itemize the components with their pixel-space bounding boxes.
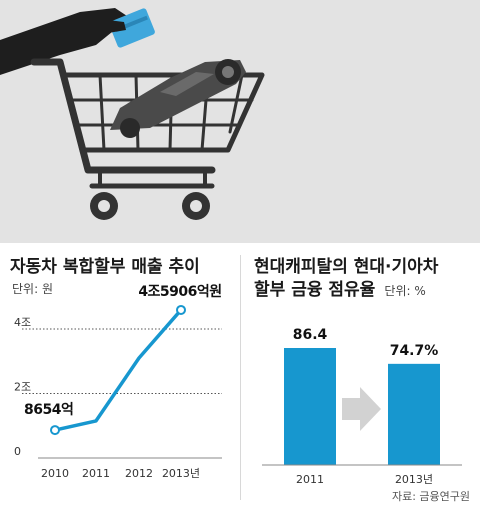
x-tick-label: 2013년 xyxy=(162,467,200,480)
data-label: 8654억 xyxy=(24,402,73,418)
bar-value-label: 86.4 xyxy=(293,327,328,343)
right-chart-unit: 단위: % xyxy=(384,284,426,298)
x-tick-label: 2012 xyxy=(125,467,153,480)
panel-divider xyxy=(240,255,241,500)
car-icon xyxy=(110,59,246,138)
x-tick-label: 2013년 xyxy=(395,473,433,486)
x-tick-label: 2011 xyxy=(82,467,110,480)
left-chart-title: 자동차 복합할부 매출 추이 xyxy=(10,257,200,277)
x-tick-label: 2011 xyxy=(296,473,324,486)
x-tick-label: 2010 xyxy=(41,467,69,480)
left-chart-panel: 자동차 복합할부 매출 추이 단위: 원 4조 2조 0 2010 2011 2012 20… xyxy=(0,243,240,511)
trend-arrow-icon xyxy=(342,387,381,431)
y-tick-label: 0 xyxy=(14,445,21,458)
right-chart-title-line1: 현대캐피탈의 현대·기아차 xyxy=(254,257,439,277)
cart-wheel-icon xyxy=(90,192,210,220)
y-tick-label: 2조 xyxy=(14,381,31,394)
hero-illustration xyxy=(0,0,480,243)
left-chart-unit: 단위: 원 xyxy=(12,282,53,296)
bar xyxy=(284,348,336,465)
line-chart: 4조 2조 0 2010 2011 2012 2013년 8654억 4조5906억원 xyxy=(14,284,222,480)
data-point-marker xyxy=(176,304,186,315)
hand-icon xyxy=(0,8,130,75)
source-note: 자료: 금융연구원 xyxy=(391,490,470,503)
bar-chart: 86.4 2011 74.7% 2013년 xyxy=(262,327,462,486)
data-label: 4조5906억원 xyxy=(138,284,221,300)
right-chart-title-row: 할부 금융 점유율 단위: % xyxy=(254,279,426,301)
bar-value-label: 74.7% xyxy=(390,343,439,359)
y-tick-label: 4조 xyxy=(14,316,31,329)
right-chart-panel: 현대캐피탈의 현대·기아차 할부 금융 점유율 단위: % 86.4 2011 74… xyxy=(240,243,480,511)
data-point-marker xyxy=(50,425,60,436)
bar xyxy=(388,363,440,465)
right-chart-title-line2: 할부 금융 점유율 xyxy=(254,280,376,300)
series-line xyxy=(53,308,183,432)
shopping-cart-car-illustration xyxy=(0,8,265,220)
